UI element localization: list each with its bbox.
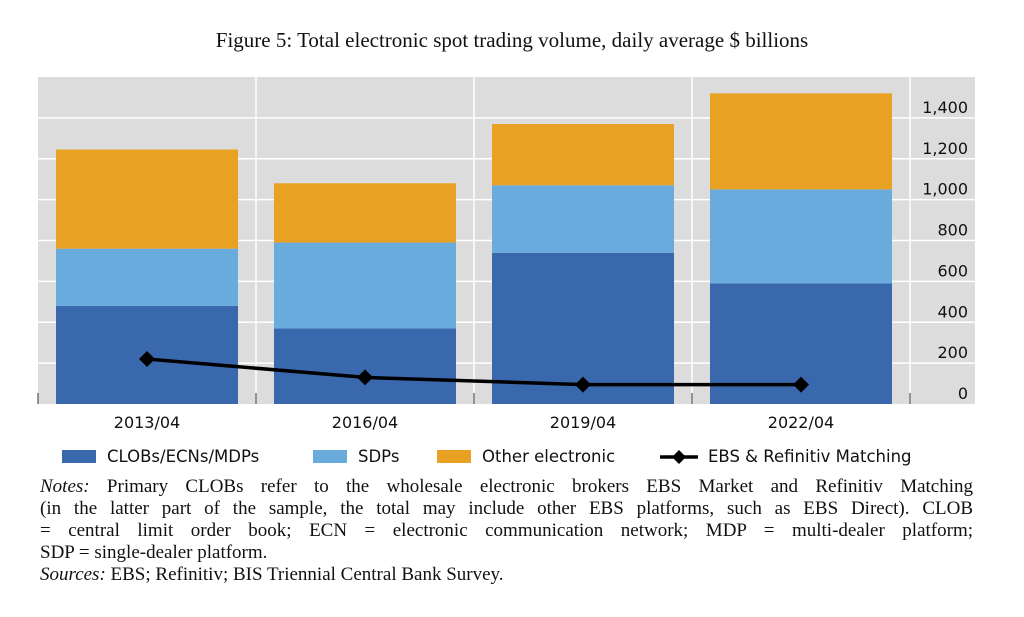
bar-clobs-ecns-mdps-2016-04: [274, 328, 456, 404]
notes-label: Notes:: [40, 476, 90, 497]
legend-label: Other electronic: [482, 447, 616, 466]
chart-title: Figure 5: Total electronic spot trading …: [215, 28, 809, 52]
legend-label: SDPs: [358, 447, 400, 466]
legend-item-sdps: SDPs: [313, 447, 399, 466]
notes-line: SDP = single-dealer platform.: [40, 542, 268, 563]
sources-label: Sources:: [40, 564, 106, 585]
sources-text: EBS; Refinitiv; BIS Triennial Central Ba…: [110, 564, 504, 585]
chart: 0 200 400 600 800 1,000 1,200 1,400 2013/04 2016/…: [37, 77, 975, 432]
marker-ebs-refinitiv: [793, 376, 809, 393]
bar-other-electronic-2013-04: [56, 149, 238, 249]
bar-other-electronic-2016-04: [274, 183, 456, 243]
legend-swatch: [313, 450, 347, 463]
y-tick-label: 1,400: [922, 98, 968, 117]
y-tick-label: 200: [937, 343, 968, 362]
bar-other-electronic-2022-04: [710, 93, 892, 190]
bar-sdps-2013-04: [56, 248, 238, 306]
x-tick-label: 2019/04: [550, 413, 616, 432]
legend-label: CLOBs/ECNs/MDPs: [107, 447, 260, 466]
notes-line: (in the latter part of the sample, the t…: [40, 498, 973, 519]
x-tick-label: 2013/04: [114, 413, 180, 432]
bar-sdps-2019-04: [492, 185, 674, 253]
line-ebs-refinitiv: [146, 357, 801, 387]
legend-item-clobs: CLOBs/ECNs/MDPs: [62, 447, 259, 466]
marker-ebs-refinitiv: [575, 376, 591, 393]
x-tick-label: 2016/04: [332, 413, 398, 432]
marker-ebs-refinitiv: [139, 351, 155, 368]
notes-line: = central limit order book; ECN = electr…: [40, 520, 973, 541]
legend-swatch: [437, 450, 471, 463]
sources-line: Sources: EBS; Refinitiv; BIS Triennial C…: [40, 564, 973, 586]
y-tick-label: 400: [937, 302, 968, 321]
legend-label: EBS & Refinitiv Matching: [708, 447, 912, 466]
legend-item-other: Other electronic: [437, 447, 615, 466]
notes-line: Notes: Primary CLOBs refer to the wholes…: [40, 476, 973, 498]
y-tick-label: 0: [958, 384, 968, 403]
bar-sdps-2016-04: [274, 242, 456, 329]
y-tick-label: 800: [937, 221, 968, 240]
marker-ebs-refinitiv: [357, 369, 373, 386]
x-tick-label: 2022/04: [768, 413, 834, 432]
notes: Notes: Primary CLOBs refer to the wholes…: [40, 476, 973, 586]
y-tick-label: 1,000: [922, 180, 968, 199]
y-tick-label: 1,200: [922, 139, 968, 158]
line-diamond-icon: [660, 449, 698, 464]
notes-text: Primary CLOBs refer to the wholesale ele…: [106, 476, 974, 497]
y-tick-label: 600: [937, 261, 968, 280]
bar-sdps-2022-04: [710, 189, 892, 284]
bar-other-electronic-2019-04: [492, 124, 674, 186]
legend-item-ebs: EBS & Refinitiv Matching: [660, 447, 912, 466]
legend-swatch: [62, 450, 96, 463]
